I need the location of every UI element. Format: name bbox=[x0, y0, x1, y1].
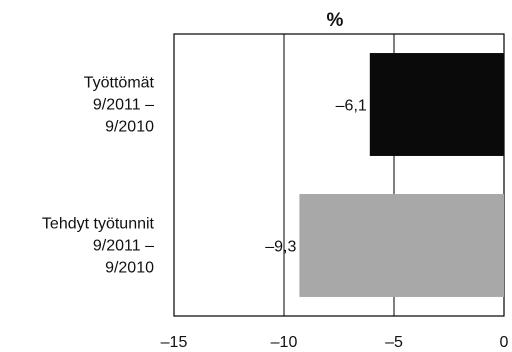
data-label: –6,1 bbox=[336, 98, 367, 115]
category-label: Tehdyt työtunnit bbox=[42, 216, 155, 233]
category-label: Työttömät bbox=[84, 75, 155, 92]
category-label: 9/2011 – bbox=[93, 97, 154, 114]
x-axis-ticks: –15 –10 –5 0 bbox=[161, 334, 509, 351]
bars: –6,1 –9,3 bbox=[265, 53, 504, 297]
data-label: –9,3 bbox=[265, 239, 296, 256]
x-tick-label: –5 bbox=[385, 334, 403, 351]
category-label: 9/2011 – bbox=[93, 238, 154, 255]
bar bbox=[369, 53, 504, 156]
category-label: 9/2010 bbox=[105, 260, 154, 277]
chart-title: % bbox=[327, 10, 344, 31]
x-tick-label: –15 bbox=[161, 334, 188, 351]
category-label: 9/2010 bbox=[105, 119, 154, 136]
x-tick-label: 0 bbox=[500, 334, 509, 351]
x-tick-label: –10 bbox=[271, 334, 298, 351]
category-labels: Työttömät 9/2011 – 9/2010 Tehdyt työtunnit 9… bbox=[42, 75, 155, 277]
bar bbox=[299, 194, 504, 297]
plot-frame bbox=[173, 33, 505, 317]
